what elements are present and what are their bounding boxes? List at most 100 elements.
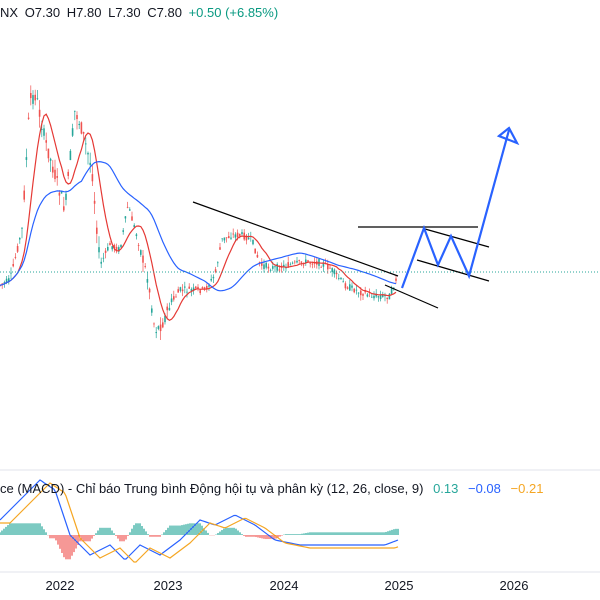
macd-histogram-bar <box>115 535 117 536</box>
candle-body <box>267 266 270 269</box>
macd-histogram-bar <box>19 523 21 535</box>
macd-histogram-bar <box>205 530 207 535</box>
macd-histogram-bar <box>383 532 385 535</box>
macd-histogram-bar <box>169 525 171 535</box>
candle-body <box>113 244 116 249</box>
candle-body <box>157 326 160 329</box>
candle-body <box>19 237 21 240</box>
candle-body <box>8 278 10 282</box>
candle-body <box>311 263 314 265</box>
candle-body <box>135 234 138 237</box>
macd-histogram-bar <box>17 523 19 535</box>
macd-histogram-bar <box>289 534 291 535</box>
candle-body <box>252 239 254 245</box>
macd-histogram-bar <box>257 535 259 538</box>
candle-body <box>192 287 195 291</box>
candle-body <box>124 216 127 219</box>
candle-body <box>144 266 146 268</box>
macd-histogram-bar <box>177 525 179 535</box>
macd-histogram-bar <box>93 535 95 536</box>
candle-body <box>265 262 267 268</box>
macd-histogram-bar <box>65 535 67 560</box>
macd-histogram-bar <box>243 535 245 536</box>
candle-body <box>140 250 142 255</box>
candle-body <box>122 230 124 232</box>
candle-body <box>74 110 76 112</box>
candle-body <box>179 287 182 291</box>
macd-histogram-bar <box>291 534 293 535</box>
candle-body <box>360 290 362 296</box>
macd-histogram-bar <box>57 535 59 545</box>
candle-body <box>76 115 78 120</box>
macd-value: 0.13 <box>433 481 459 496</box>
macd-histogram-bar <box>235 528 237 535</box>
ma-short-line <box>0 113 397 322</box>
macd-histogram-bar <box>253 535 255 537</box>
candle-body <box>177 289 179 293</box>
candle-body <box>23 190 25 200</box>
candle-body <box>236 232 239 238</box>
candle-body <box>69 150 72 161</box>
candle-body <box>327 264 329 270</box>
candle-body <box>188 286 190 289</box>
macd-histogram-bar <box>323 532 325 535</box>
macd-histogram-bar <box>111 530 113 535</box>
macd-histogram-bar <box>341 532 343 535</box>
macd-histogram-bar <box>397 528 399 535</box>
candle-body <box>58 192 61 196</box>
candle-body <box>54 169 56 180</box>
macd-histogram-bar <box>335 532 337 535</box>
macd-histogram-bar <box>179 525 181 535</box>
macd-histogram-bar <box>153 535 155 537</box>
macd-histogram-bar <box>101 527 103 535</box>
signal-line <box>0 482 399 563</box>
candle-body <box>333 269 336 275</box>
time-axis[interactable]: 2022 2023 2024 2025 2026 <box>0 572 600 600</box>
macd-histogram-bar <box>53 535 55 539</box>
candle-body <box>181 289 184 292</box>
open-value: O7.30 <box>24 5 61 20</box>
candle-body <box>137 245 140 246</box>
candle-body <box>153 323 155 325</box>
macd-histogram-bar <box>187 523 189 535</box>
candle-body <box>320 266 322 268</box>
macd-histogram-bar <box>381 532 383 535</box>
candle-body <box>375 293 377 297</box>
macd-histogram-bar <box>41 526 43 535</box>
macd-histogram-bar <box>351 532 353 535</box>
macd-histogram-bar <box>139 523 141 535</box>
candle-body <box>175 296 177 298</box>
candle-body <box>89 162 91 166</box>
candle-body <box>386 297 388 300</box>
trendline-upper <box>192 201 399 277</box>
macd-histogram-bar <box>85 535 87 542</box>
candle-body <box>338 278 340 279</box>
symbol-label: NX <box>0 5 19 20</box>
candle-body <box>261 262 263 266</box>
macd-histogram-bar <box>379 532 381 535</box>
candle-body <box>219 247 221 250</box>
candle-body <box>47 148 50 159</box>
macd-histogram-bar <box>371 532 373 535</box>
macd-histogram-bar <box>197 523 199 535</box>
candle-body <box>67 171 69 176</box>
candle-body <box>65 193 67 200</box>
macd-histogram-bar <box>129 532 131 535</box>
macd-histogram-bar <box>385 531 387 535</box>
candle-body <box>208 285 210 287</box>
candle-body <box>313 262 316 264</box>
macd-histogram-bar <box>361 532 363 535</box>
candle-body <box>269 269 272 271</box>
candle-body <box>283 264 285 267</box>
macd-histogram-bar <box>167 527 169 535</box>
candle-body <box>126 206 129 208</box>
xaxis-label-2022: 2022 <box>45 578 75 593</box>
candle-body <box>234 234 237 238</box>
macd-histogram-bar <box>333 532 335 535</box>
xaxis-label-2024: 2024 <box>269 578 299 593</box>
candle-body <box>305 259 307 263</box>
candle-body <box>36 98 39 100</box>
candle-body <box>274 266 276 268</box>
macd-histogram-bar <box>39 523 41 535</box>
